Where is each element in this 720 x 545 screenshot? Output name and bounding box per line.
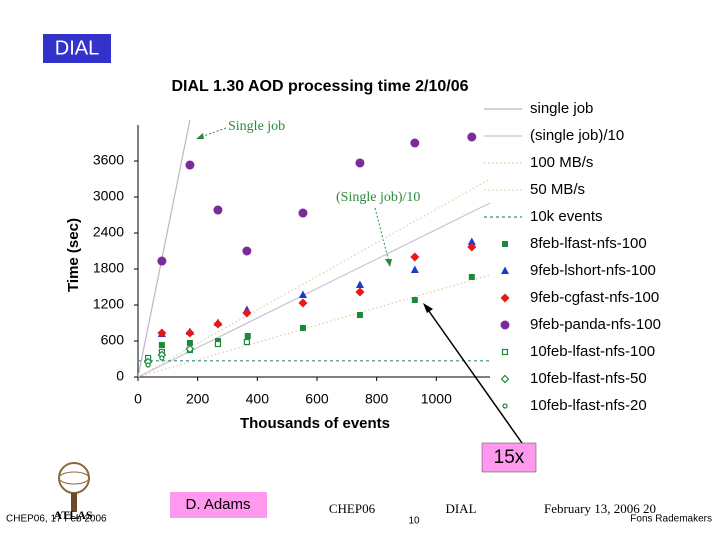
legend-swatch <box>502 241 508 247</box>
point <box>467 132 477 142</box>
legend-label: single job <box>530 100 593 117</box>
point <box>299 324 306 331</box>
author-box <box>170 492 267 518</box>
legend-label: 10feb-lfast-nfs-100 <box>530 343 655 360</box>
y-tick-label: 3600 <box>93 152 124 168</box>
point <box>410 252 420 262</box>
footer-topic: DIAL <box>445 501 476 516</box>
badge: DIAL <box>55 37 99 59</box>
x-axis-title: Thousands of events <box>240 415 390 432</box>
point <box>243 338 250 346</box>
callout: 15x <box>494 447 525 468</box>
point <box>157 328 167 338</box>
point <box>468 273 475 280</box>
point <box>356 312 363 319</box>
legend-swatch <box>500 293 510 303</box>
point <box>213 319 223 329</box>
point <box>244 333 251 340</box>
point <box>186 339 193 346</box>
chart-title: DIAL 1.30 AOD processing time 2/10/06 <box>171 78 468 95</box>
x-tick-label: 200 <box>186 391 210 407</box>
series-line <box>138 274 491 377</box>
legend-label: 100 MB/s <box>530 154 593 171</box>
x-tick-label: 800 <box>365 391 389 407</box>
legend-label: 50 MB/s <box>530 181 585 198</box>
point <box>159 355 165 361</box>
legend-label: 9feb-cgfast-nfs-100 <box>530 289 659 306</box>
y-tick-label: 600 <box>101 332 125 348</box>
y-tick-label: 0 <box>116 368 124 384</box>
legend-label: 10feb-lfast-nfs-20 <box>530 397 647 414</box>
point <box>298 290 307 298</box>
y-tick-label: 1200 <box>93 296 124 312</box>
series-line <box>138 119 191 377</box>
annotation-arrow <box>374 207 390 263</box>
y-tick-label: 3000 <box>93 188 124 204</box>
author: D. Adams <box>185 496 250 513</box>
logo-text: ATLAS <box>53 508 92 522</box>
legend-label: 9feb-panda-nfs-100 <box>530 316 661 333</box>
point <box>185 160 195 170</box>
arrow-head <box>385 259 392 267</box>
footer-date: February 13, 2006 20 <box>544 501 656 516</box>
point <box>242 246 252 256</box>
x-tick-label: 0 <box>134 391 142 407</box>
point <box>145 362 151 368</box>
x-tick-label: 1000 <box>421 391 452 407</box>
logo <box>58 462 90 512</box>
point <box>355 287 365 297</box>
arrow-head <box>423 303 433 313</box>
legend-swatch <box>500 320 510 330</box>
series-line <box>138 178 491 377</box>
y-tick-label: 2400 <box>93 224 124 240</box>
point <box>157 256 167 266</box>
annotation: (Single job)/10 <box>336 190 420 205</box>
point <box>158 342 165 349</box>
point <box>185 344 195 354</box>
legend-label: 10k events <box>530 208 603 225</box>
logo-ring <box>58 471 90 485</box>
point <box>411 297 418 304</box>
callout-arrow <box>425 306 523 444</box>
annotation: Single job <box>228 119 285 134</box>
x-tick-label: 400 <box>246 391 270 407</box>
legend-label: (single job)/10 <box>530 127 624 144</box>
point <box>410 265 419 274</box>
legend: single job (single job)/10 100 MB/s 50 MB/s… <box>484 100 661 414</box>
legend-label: 10feb-lfast-nfs-50 <box>530 370 647 387</box>
legend-swatch <box>500 374 510 384</box>
series-line <box>138 202 491 377</box>
legend-swatch <box>501 266 509 274</box>
footer-left: CHEP06, 17 Feb 2006 <box>6 514 107 525</box>
y-tick-label: 1800 <box>93 260 124 276</box>
point <box>467 237 476 245</box>
legend-label: 9feb-lshort-nfs-100 <box>530 262 656 279</box>
plot: 0 600 1200 1800 2400 3000 3600 0 200 400 600 800 100… <box>93 119 491 407</box>
point <box>242 308 252 318</box>
footer-conf: CHEP06 <box>329 501 376 516</box>
footer-right: Fons Rademakers <box>630 514 712 525</box>
point <box>467 242 477 252</box>
point <box>355 280 364 289</box>
point <box>298 298 308 308</box>
badge-box <box>43 34 111 63</box>
callout-box <box>481 442 537 473</box>
legend-swatch <box>502 403 508 409</box>
page-number: 10 <box>408 516 420 527</box>
point <box>355 158 365 168</box>
y-axis-title: Time (sec) <box>65 218 82 292</box>
point <box>185 328 195 338</box>
point <box>214 340 222 348</box>
point <box>410 138 420 148</box>
point <box>298 208 308 218</box>
point <box>213 205 223 215</box>
legend-swatch <box>501 348 509 356</box>
legend-label: 8feb-lfast-nfs-100 <box>530 235 647 252</box>
x-tick-label: 600 <box>305 391 329 407</box>
arrow-head <box>196 133 204 139</box>
